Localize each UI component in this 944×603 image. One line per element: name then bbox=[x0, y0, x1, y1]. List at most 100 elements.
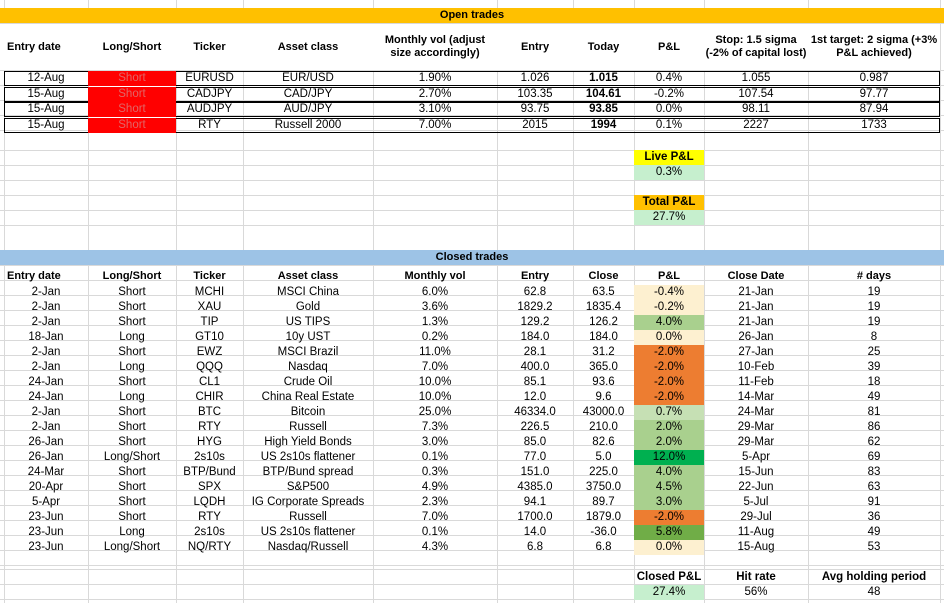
open-trade-cell: Short bbox=[88, 71, 176, 86]
closed-trade-cell: 1835.4 bbox=[585, 301, 622, 313]
closed-trade-cell: 26-Jan bbox=[28, 436, 64, 448]
closed-trade-cell: RTY bbox=[198, 511, 221, 523]
closed-trade-cell: LQDH bbox=[193, 496, 226, 508]
closed-trade-cell: MSCI Brazil bbox=[277, 346, 339, 358]
closed-trade-cell: -2.0% bbox=[634, 375, 704, 390]
grid-row-line bbox=[0, 225, 944, 226]
closed-trade-cell: 2-Jan bbox=[31, 316, 61, 328]
closed-trade-cell: 39 bbox=[867, 361, 881, 373]
closed-trade-cell: 129.2 bbox=[520, 316, 550, 328]
grid-column-line bbox=[176, 0, 177, 603]
closed-trade-cell: 91 bbox=[867, 496, 881, 508]
open-trade-cell: CAD/JPY bbox=[283, 87, 333, 100]
closed-trade-cell: 94.1 bbox=[523, 496, 547, 508]
closed-trade-cell: 26-Jan bbox=[28, 451, 64, 463]
open-trade-cell: 2015 bbox=[522, 118, 548, 131]
closed-trade-cell: 81 bbox=[867, 406, 881, 418]
open-trade-cell: 1.055 bbox=[741, 72, 771, 84]
closed-header-cell: Long/Short bbox=[102, 270, 162, 282]
closed-trade-cell: -0.4% bbox=[634, 285, 704, 300]
closed-trade-cell: 184.0 bbox=[589, 331, 618, 343]
closed-trade-cell: 19 bbox=[867, 316, 881, 328]
grid-row-line bbox=[0, 505, 944, 506]
open-trade-cell: CADJPY bbox=[186, 87, 233, 100]
open-trade-cell: 15-Aug bbox=[27, 103, 65, 115]
closed-header-cell: Asset class bbox=[277, 270, 339, 282]
closed-trade-cell: 82.6 bbox=[592, 436, 615, 448]
closed-trade-cell: 1.3% bbox=[421, 316, 449, 328]
grid-row-line bbox=[0, 584, 944, 585]
grid-row-line bbox=[0, 535, 944, 536]
grid-row-line bbox=[0, 115, 944, 116]
closed-trade-cell: 1829.2 bbox=[517, 301, 553, 313]
open-trade-cell: 3.10% bbox=[418, 103, 452, 115]
total-pnl-label: Total P&L bbox=[634, 195, 704, 210]
closed-trade-cell: Nasdaq bbox=[288, 361, 328, 373]
closed-trade-cell: 0.1% bbox=[421, 451, 449, 463]
closed-trade-cell: -36.0 bbox=[590, 526, 617, 538]
closed-trade-cell: 29-Jul bbox=[740, 511, 772, 523]
grid-row-line bbox=[0, 445, 944, 446]
closed-trade-cell: 25 bbox=[867, 346, 881, 358]
closed-trade-cell: XAU bbox=[197, 301, 222, 313]
closed-trade-cell: 24-Mar bbox=[27, 466, 65, 478]
open-trade-cell: 104.61 bbox=[585, 87, 622, 100]
grid-row-line bbox=[0, 325, 944, 326]
closed-trade-cell: 2-Jan bbox=[31, 346, 61, 358]
closed-trade-cell: CL1 bbox=[198, 376, 221, 388]
grid-column-line bbox=[4, 0, 5, 603]
grid-row-line bbox=[0, 599, 944, 600]
closed-trade-cell: S&P500 bbox=[286, 481, 330, 493]
grid-row-line bbox=[0, 355, 944, 356]
closed-trade-cell: 0.2% bbox=[421, 331, 449, 343]
grid-row-line bbox=[0, 340, 944, 341]
closed-trade-cell: 83 bbox=[867, 466, 881, 478]
open-trade-cell: 0.0% bbox=[655, 103, 683, 115]
closed-trade-cell: -2.0% bbox=[634, 510, 704, 525]
closed-trade-cell: 24-Mar bbox=[737, 406, 775, 418]
closed-trade-cell: 2-Jan bbox=[31, 406, 61, 418]
closed-trade-cell: 49 bbox=[867, 391, 881, 403]
hit-rate-label: Hit rate bbox=[736, 571, 776, 583]
open-trade-cell: 87.94 bbox=[859, 103, 889, 115]
grid-row-line bbox=[0, 130, 944, 131]
closed-trade-cell: 0.0% bbox=[634, 330, 704, 345]
closed-trade-cell: 15-Aug bbox=[737, 541, 775, 553]
closed-trade-cell: 226.5 bbox=[520, 421, 550, 433]
closed-trade-cell: US TIPS bbox=[285, 316, 331, 328]
closed-trade-cell: 5-Jul bbox=[743, 496, 769, 508]
closed-trade-cell: -2.0% bbox=[634, 345, 704, 360]
closed-trade-cell: 5.8% bbox=[634, 525, 704, 540]
closed-trade-cell: NQ/RTY bbox=[187, 541, 232, 553]
open-trade-cell: 2.70% bbox=[418, 87, 452, 100]
closed-trade-cell: Gold bbox=[295, 301, 321, 313]
closed-trade-cell: 3.6% bbox=[421, 301, 449, 313]
closed-trade-cell: HYG bbox=[197, 436, 222, 448]
grid-row-line bbox=[0, 70, 944, 71]
closed-trade-cell: 43000.0 bbox=[582, 406, 625, 418]
grid-column-line bbox=[497, 0, 498, 603]
grid-row-line bbox=[0, 150, 944, 151]
grid-column-line bbox=[88, 0, 89, 603]
closed-trade-cell: Short bbox=[118, 376, 146, 388]
closed-trade-cell: 3750.0 bbox=[585, 481, 622, 493]
closed-trade-cell: 5-Apr bbox=[31, 496, 61, 508]
closed-trade-cell: Short bbox=[118, 316, 146, 328]
closed-trade-cell: 23-Jun bbox=[28, 526, 64, 538]
open-trade-cell: 15-Aug bbox=[27, 87, 65, 100]
grid-column-line bbox=[573, 0, 574, 603]
closed-trade-cell: 3.0% bbox=[634, 495, 704, 510]
closed-header-cell: Monthly vol bbox=[404, 270, 466, 282]
closed-trade-cell: 2-Jan bbox=[31, 301, 61, 313]
open-trade-cell: Short bbox=[88, 117, 176, 133]
open-trade-cell: 1.026 bbox=[520, 72, 550, 84]
open-trade-cell: 0.4% bbox=[655, 72, 683, 84]
closed-trade-cell: 29-Mar bbox=[737, 436, 775, 448]
open-trade-cell: 0.1% bbox=[655, 118, 683, 131]
closed-trade-cell: 14-Mar bbox=[737, 391, 775, 403]
closed-trade-cell: Short bbox=[118, 346, 146, 358]
closed-trade-cell: 210.0 bbox=[589, 421, 618, 433]
grid-row-line bbox=[0, 490, 944, 491]
open-trade-cell: RTY bbox=[198, 118, 221, 131]
open-trades-title: Open trades bbox=[0, 8, 944, 23]
